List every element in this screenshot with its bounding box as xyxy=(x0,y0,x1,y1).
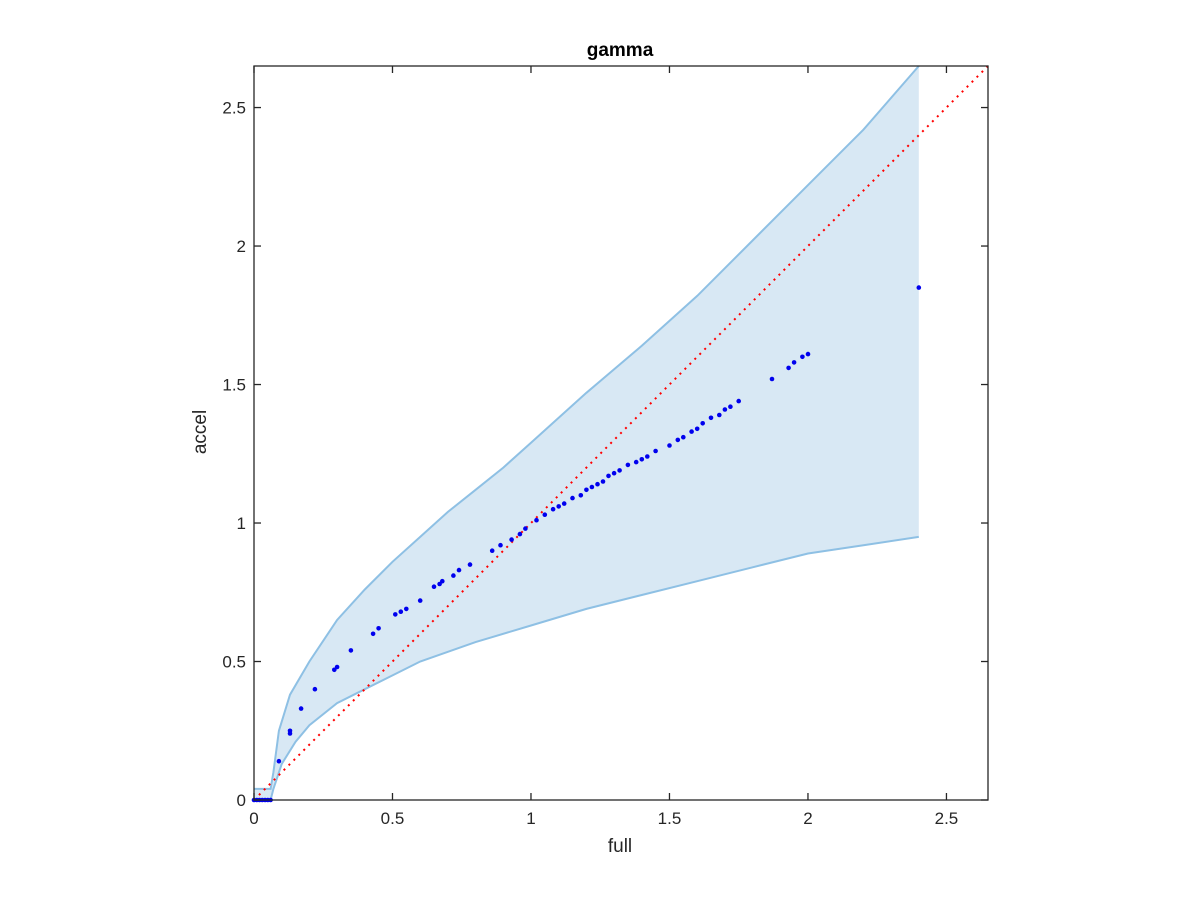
data-point xyxy=(786,365,791,371)
data-point xyxy=(769,376,775,382)
data-point xyxy=(561,501,567,506)
data-point xyxy=(370,631,376,637)
data-point xyxy=(675,437,681,443)
data-point xyxy=(376,626,381,631)
data-point xyxy=(800,354,805,360)
data-point xyxy=(694,426,700,432)
x-axis-label: full xyxy=(608,836,632,857)
y-tick-label: 2 xyxy=(237,237,246,256)
data-point xyxy=(287,728,293,734)
data-point xyxy=(639,457,645,462)
data-point xyxy=(517,531,523,537)
reference-line xyxy=(253,65,989,801)
x-tick-label: 0.5 xyxy=(381,809,405,828)
data-point xyxy=(393,612,398,617)
reference-line-group xyxy=(253,65,989,801)
data-point xyxy=(736,398,741,404)
x-tick-label: 0 xyxy=(249,809,258,828)
x-tick-label: 1.5 xyxy=(658,809,682,828)
data-point xyxy=(456,567,462,573)
data-point xyxy=(276,758,282,764)
data-point xyxy=(916,285,922,290)
data-point xyxy=(611,470,617,476)
data-point xyxy=(717,412,722,418)
confidence-band xyxy=(254,65,920,801)
band-fill xyxy=(254,66,919,800)
y-tick-label: 1 xyxy=(237,514,246,533)
band-upper-edge xyxy=(254,65,920,790)
data-point xyxy=(440,578,445,584)
data-point xyxy=(791,360,797,365)
x-tick-label: 2 xyxy=(803,809,812,828)
data-point xyxy=(534,517,539,523)
data-point xyxy=(595,481,600,487)
data-point xyxy=(404,606,409,612)
data-point xyxy=(550,506,556,512)
axes: 0 0.5 1 1.5 2 2.5 0 0.5 1 1.5 2 2.5 xyxy=(222,65,989,828)
data-point xyxy=(708,415,714,421)
data-point xyxy=(509,537,514,542)
data-point xyxy=(722,407,728,412)
data-point xyxy=(398,609,404,614)
data-point xyxy=(570,495,575,501)
data-point xyxy=(700,421,705,426)
band-lower-edge xyxy=(254,535,919,801)
data-point xyxy=(617,468,622,473)
data-point xyxy=(653,448,658,454)
data-point xyxy=(334,664,340,670)
data-point xyxy=(498,542,503,548)
data-point xyxy=(633,459,639,465)
data-point xyxy=(578,493,584,498)
x-tick-label: 1 xyxy=(526,809,535,828)
y-tick-label: 0.5 xyxy=(222,653,246,672)
data-point xyxy=(681,434,686,440)
x-tick-label: 2.5 xyxy=(935,809,959,828)
data-point xyxy=(523,526,528,531)
data-point xyxy=(332,667,337,673)
data-point xyxy=(584,487,589,493)
data-point xyxy=(667,443,672,448)
y-tick-label: 1.5 xyxy=(222,376,246,395)
data-point xyxy=(689,429,694,434)
chart-title: gamma xyxy=(587,40,654,61)
data-point xyxy=(348,648,354,653)
y-axis-label: accel xyxy=(190,410,211,454)
data-point xyxy=(728,404,733,410)
data-point xyxy=(451,573,456,578)
data-point xyxy=(431,584,437,589)
data-point xyxy=(606,473,611,479)
y-tick-label: 0 xyxy=(237,791,246,810)
data-point xyxy=(489,548,495,553)
data-point xyxy=(805,351,811,357)
data-point xyxy=(312,686,318,692)
data-point xyxy=(298,706,304,711)
data-point xyxy=(589,484,595,490)
data-point xyxy=(600,479,606,484)
data-point xyxy=(556,504,561,509)
y-tick-label: 2.5 xyxy=(222,99,246,118)
plot-box xyxy=(253,65,989,801)
data-point xyxy=(645,454,650,459)
data-point xyxy=(542,512,548,517)
data-point xyxy=(467,562,473,567)
data-point xyxy=(625,462,631,468)
data-point xyxy=(417,598,423,603)
